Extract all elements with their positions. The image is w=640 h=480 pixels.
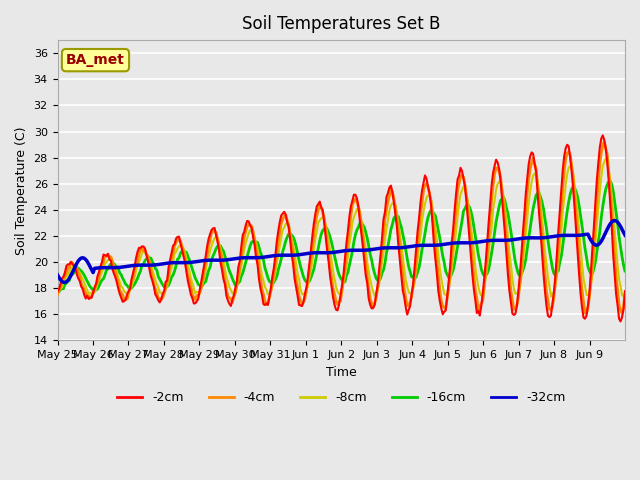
- -4cm: [543, 288, 550, 294]
- -16cm: [620, 262, 627, 268]
- -16cm: [55, 289, 63, 295]
- -16cm: [347, 256, 355, 262]
- -8cm: [602, 156, 609, 161]
- -16cm: [621, 268, 629, 274]
- -2cm: [346, 214, 353, 219]
- -8cm: [54, 291, 61, 297]
- -2cm: [599, 132, 607, 138]
- -4cm: [621, 291, 629, 297]
- -8cm: [621, 291, 629, 297]
- -16cm: [606, 178, 614, 184]
- -8cm: [458, 188, 466, 193]
- -8cm: [543, 261, 550, 267]
- -2cm: [458, 168, 466, 174]
- -8cm: [620, 294, 627, 300]
- -4cm: [618, 310, 626, 316]
- -4cm: [91, 286, 99, 292]
- Line: -32cm: -32cm: [58, 220, 625, 282]
- -4cm: [458, 172, 466, 178]
- Line: -16cm: -16cm: [58, 181, 625, 292]
- Text: BA_met: BA_met: [66, 53, 125, 67]
- Y-axis label: Soil Temperature (C): Soil Temperature (C): [15, 126, 28, 254]
- -8cm: [73, 267, 81, 273]
- Line: -8cm: -8cm: [58, 158, 625, 297]
- -32cm: [621, 232, 629, 238]
- -4cm: [346, 226, 353, 231]
- -32cm: [347, 247, 355, 253]
- -4cm: [54, 291, 61, 297]
- -16cm: [92, 287, 100, 293]
- -16cm: [544, 238, 552, 243]
- Line: -2cm: -2cm: [58, 135, 625, 322]
- -32cm: [92, 265, 100, 271]
- -2cm: [54, 289, 61, 295]
- -32cm: [620, 229, 627, 235]
- -2cm: [91, 285, 99, 290]
- -2cm: [73, 271, 81, 277]
- -2cm: [620, 307, 627, 312]
- -32cm: [460, 240, 467, 246]
- -16cm: [460, 208, 467, 214]
- -2cm: [621, 288, 629, 294]
- -8cm: [91, 289, 99, 295]
- -8cm: [346, 240, 353, 246]
- -32cm: [54, 272, 61, 278]
- -32cm: [61, 279, 68, 285]
- -32cm: [611, 217, 618, 223]
- X-axis label: Time: Time: [326, 366, 356, 379]
- Legend: -2cm, -4cm, -8cm, -16cm, -32cm: -2cm, -4cm, -8cm, -16cm, -32cm: [112, 386, 570, 409]
- -4cm: [600, 139, 608, 144]
- -32cm: [74, 258, 82, 264]
- Title: Soil Temperatures Set B: Soil Temperatures Set B: [242, 15, 440, 33]
- -16cm: [54, 288, 61, 294]
- -4cm: [620, 304, 627, 310]
- -4cm: [73, 264, 81, 270]
- Line: -4cm: -4cm: [58, 142, 625, 313]
- -8cm: [618, 292, 626, 298]
- -2cm: [617, 319, 625, 324]
- -16cm: [74, 265, 82, 271]
- -32cm: [544, 234, 552, 240]
- -2cm: [543, 303, 550, 309]
